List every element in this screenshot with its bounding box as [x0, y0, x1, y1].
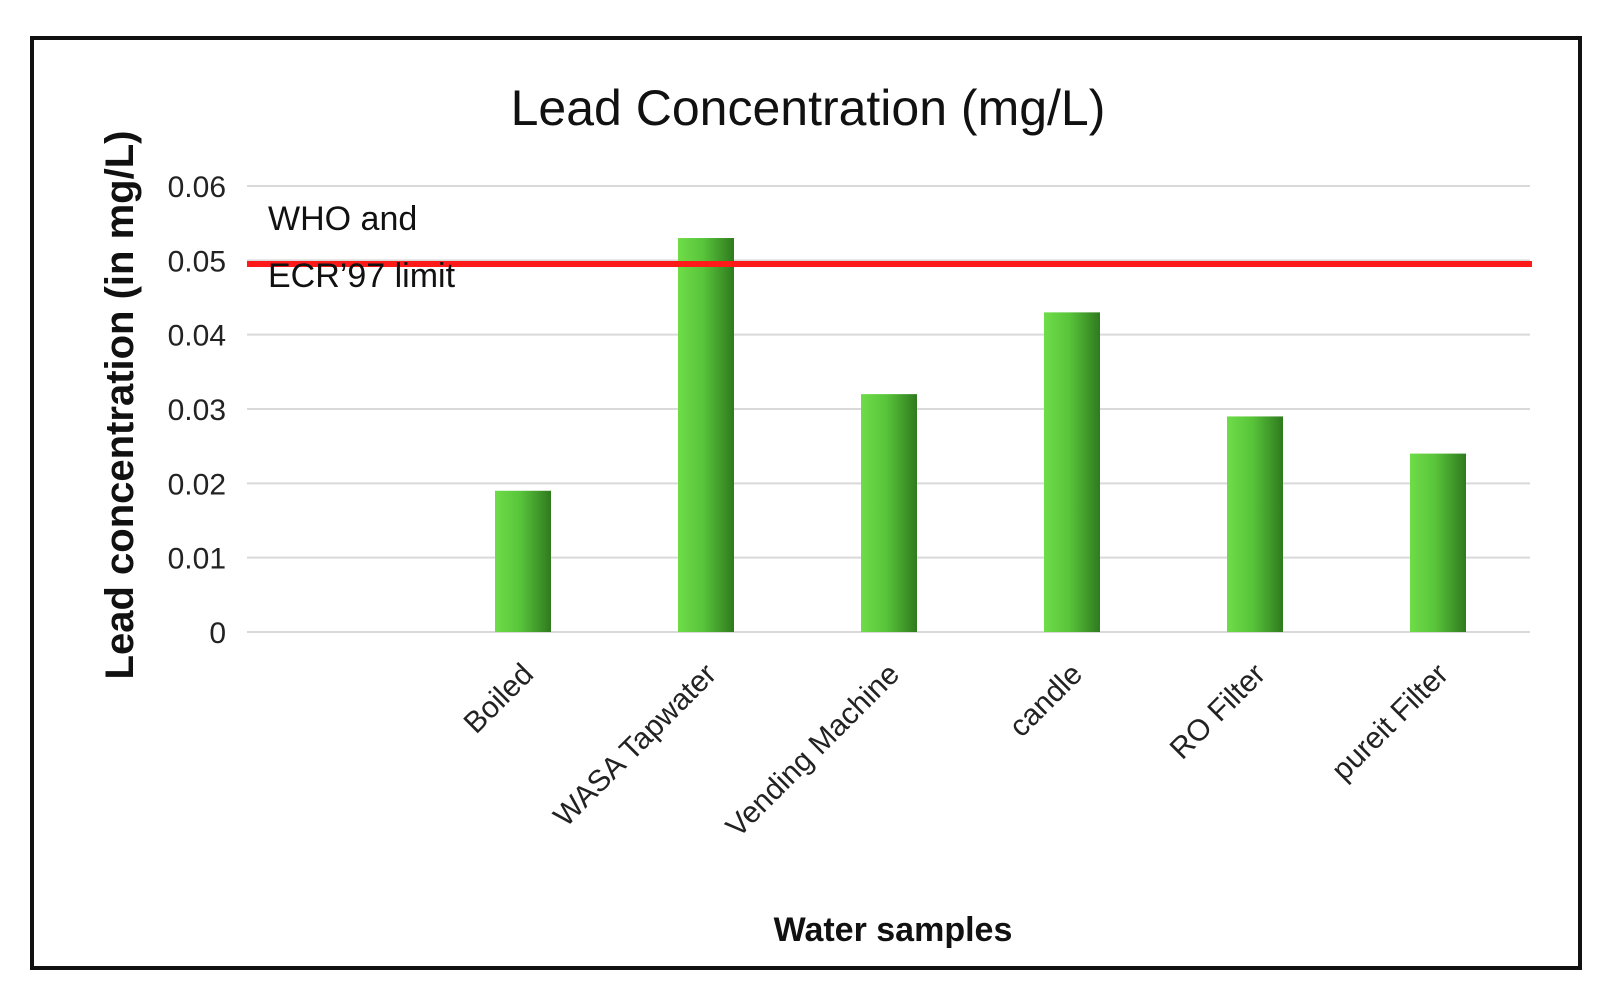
x-category-label: Boiled [458, 658, 540, 740]
y-axis-title: Lead concentration (in mg/L) [98, 131, 142, 680]
y-tick-label: 0.06 [168, 171, 226, 204]
grid-lines [247, 185, 1530, 633]
bar-boiled [495, 490, 551, 632]
y-axis-ticks: 0 0.01 0.02 0.03 0.04 0.05 0.06 [168, 171, 226, 650]
y-tick-label: 0.03 [168, 394, 226, 427]
bars [495, 238, 1466, 633]
y-tick-label: 0 [209, 617, 226, 650]
x-category-label: RO Filter [1164, 658, 1272, 766]
y-tick-label: 0.05 [168, 245, 226, 278]
chart-frame [30, 36, 1582, 970]
x-category-label: WASA Tapwater [548, 658, 723, 833]
limit-label-line1: WHO and [268, 200, 417, 238]
y-tick-label: 0.04 [168, 320, 226, 353]
y-tick-label: 0.02 [168, 468, 226, 501]
x-category-label: pureit Filter [1326, 658, 1455, 787]
chart-title: Lead Concentration (mg/L) [511, 80, 1106, 136]
bar-vending-machine [861, 394, 917, 632]
bar-wasa-tapwater [678, 238, 734, 633]
x-category-label: candle [1003, 658, 1089, 744]
bar-pureit-filter [1410, 453, 1466, 632]
x-axis-title: Water samples [774, 911, 1013, 949]
x-category-label: Vending Machine [720, 658, 906, 844]
bar-ro-filter [1227, 416, 1283, 632]
bar-candle [1044, 312, 1100, 632]
limit-label-line2: ECR’97 limit [268, 257, 456, 295]
y-tick-label: 0.01 [168, 543, 226, 576]
